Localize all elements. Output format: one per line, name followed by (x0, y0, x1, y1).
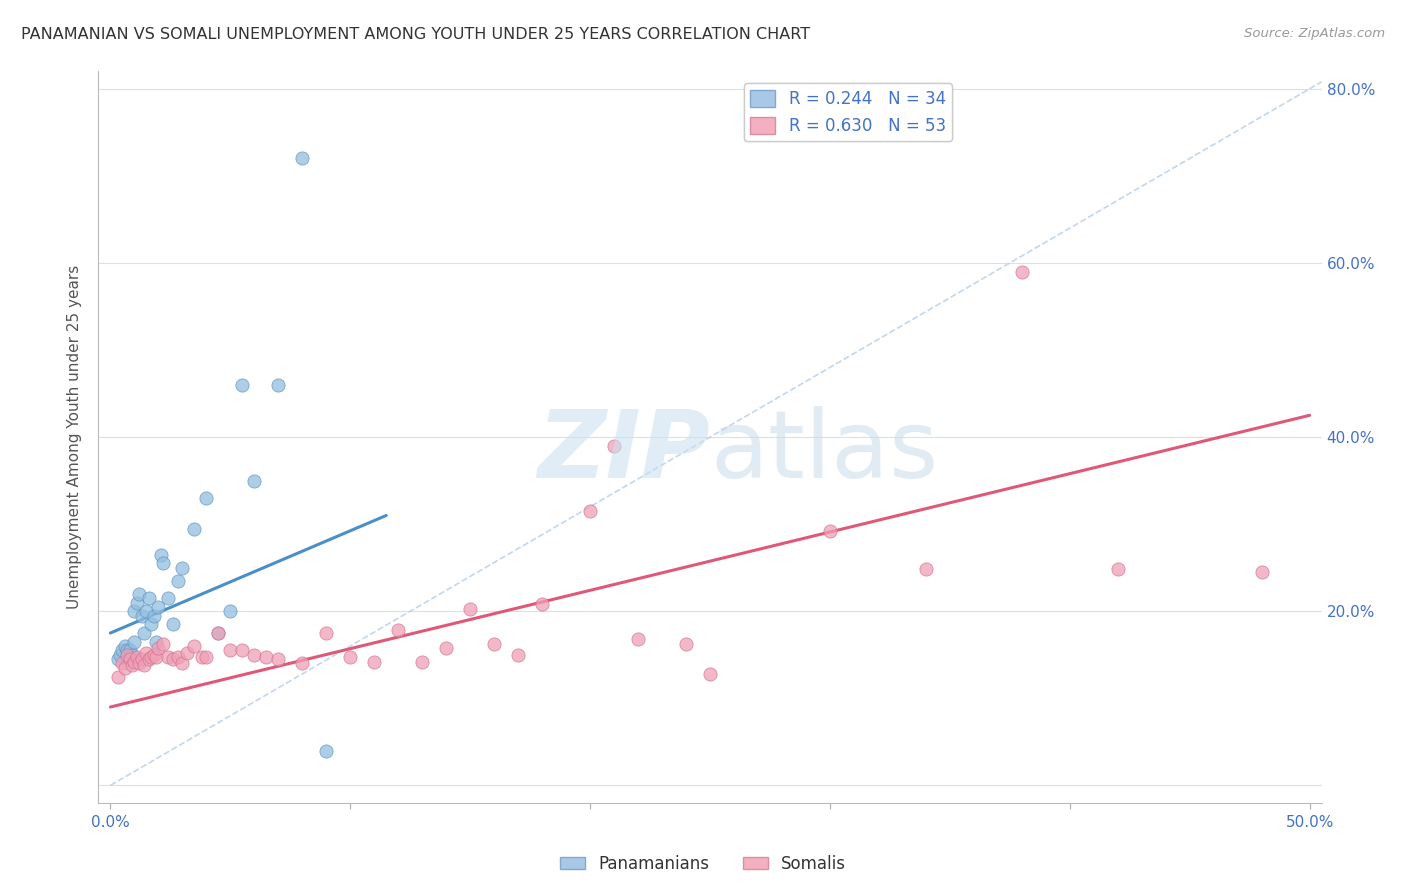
Point (124, 634, 146, 648)
Point (132, 658, 155, 673)
Point (172, 657, 194, 671)
Point (138, 652, 160, 666)
Legend: Panamanians, Somalis: Panamanians, Somalis (554, 848, 852, 880)
Point (156, 649, 179, 664)
Point (132, 626, 155, 640)
Point (128, 657, 150, 671)
Point (291, 657, 314, 671)
Point (121, 658, 143, 673)
Point (145, 634, 167, 648)
Point (131, 608, 153, 623)
Point (243, 648, 266, 662)
Point (207, 626, 229, 640)
Point (176, 646, 198, 660)
Point (107, 652, 129, 666)
Point (131, 652, 153, 666)
Point (128, 587, 150, 601)
Point (145, 649, 167, 664)
Point (138, 591, 160, 606)
Point (115, 648, 138, 662)
Point (1250, 565, 1272, 579)
Point (149, 548, 172, 562)
Point (411, 655, 433, 669)
Point (458, 602, 481, 616)
Text: atlas: atlas (710, 406, 938, 498)
Point (603, 439, 626, 453)
Point (579, 504, 602, 518)
Point (363, 655, 385, 669)
Point (1107, 562, 1129, 576)
Point (291, 152, 314, 166)
Point (125, 649, 148, 664)
Point (114, 639, 136, 653)
Point (152, 637, 174, 651)
Point (387, 624, 409, 638)
Point (195, 649, 218, 664)
Point (818, 524, 841, 538)
Point (142, 648, 165, 662)
Point (118, 652, 141, 666)
Point (121, 648, 143, 662)
Point (1011, 265, 1033, 279)
Point (162, 652, 184, 666)
Point (315, 743, 337, 757)
Point (231, 643, 253, 657)
Point (156, 591, 179, 606)
Point (508, 648, 530, 662)
Point (190, 649, 212, 664)
Point (148, 599, 170, 614)
Point (183, 521, 205, 535)
Point (675, 637, 697, 651)
Text: ZIP: ZIP (537, 406, 710, 498)
Point (107, 669, 129, 683)
Point (699, 667, 721, 681)
Point (125, 595, 148, 609)
Point (315, 626, 337, 640)
Point (148, 640, 170, 655)
Point (267, 377, 290, 392)
Point (124, 604, 146, 618)
Point (195, 491, 218, 505)
Point (135, 604, 157, 618)
Point (166, 649, 188, 664)
Point (434, 640, 457, 655)
Point (124, 655, 146, 669)
Text: PANAMANIAN VS SOMALI UNEMPLOYMENT AMONG YOUTH UNDER 25 YEARS CORRELATION CHART: PANAMANIAN VS SOMALI UNEMPLOYMENT AMONG … (21, 27, 810, 42)
Y-axis label: Unemployment Among Youth under 25 years: Unemployment Among Youth under 25 years (67, 265, 83, 609)
Point (111, 643, 134, 657)
Text: Source: ZipAtlas.com: Source: ZipAtlas.com (1244, 27, 1385, 40)
Point (115, 643, 138, 657)
Point (183, 639, 205, 653)
Point (166, 574, 188, 588)
Point (108, 648, 131, 662)
Point (339, 649, 361, 664)
Point (114, 661, 136, 675)
Point (482, 637, 505, 651)
Point (152, 557, 174, 571)
Point (141, 617, 163, 632)
Point (231, 377, 253, 392)
Point (531, 597, 554, 611)
Point (135, 646, 157, 660)
Point (219, 604, 242, 618)
Point (142, 608, 165, 623)
Point (254, 649, 277, 664)
Point (627, 632, 650, 646)
Point (243, 474, 266, 488)
Legend: R = 0.244   N = 34, R = 0.630   N = 53: R = 0.244 N = 34, R = 0.630 N = 53 (744, 83, 952, 141)
Point (118, 643, 141, 657)
Point (915, 562, 938, 576)
Point (162, 617, 184, 632)
Point (172, 560, 194, 574)
Point (111, 657, 134, 671)
Point (267, 652, 290, 666)
Point (219, 643, 242, 657)
Point (207, 626, 229, 640)
Point (141, 649, 163, 664)
